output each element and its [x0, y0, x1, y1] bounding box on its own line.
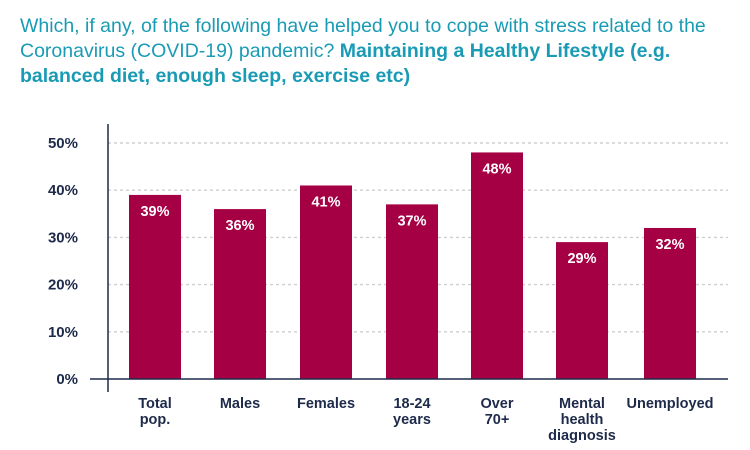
x-tick-label: Males	[220, 396, 260, 412]
y-tick-label: 20%	[48, 277, 78, 294]
bar	[214, 209, 266, 379]
data-label: 48%	[482, 161, 511, 177]
data-label: 29%	[567, 251, 596, 267]
x-tick-label: 18-24 years	[393, 396, 431, 428]
data-label: 36%	[225, 218, 254, 234]
x-tick-label: Over 70+	[480, 396, 513, 428]
data-label: 41%	[311, 194, 340, 210]
x-tick-label: Mental health diagnosis	[548, 396, 616, 444]
y-tick-label: 0%	[56, 371, 78, 388]
bar	[644, 227, 696, 379]
y-tick-label: 50%	[48, 135, 78, 152]
x-tick-label: Unemployed	[626, 396, 713, 412]
bar	[129, 194, 181, 379]
bar	[300, 185, 352, 379]
data-label: 37%	[397, 213, 426, 229]
bar	[386, 204, 438, 379]
x-tick-label: Females	[297, 396, 355, 412]
title-subtitle: Maintaining a Healthy Lifestyle (e.g. ba…	[20, 40, 671, 87]
y-tick-label: 40%	[48, 182, 78, 199]
chart-title: Which, if any, of the following have hel…	[20, 14, 730, 89]
bar	[556, 242, 608, 379]
x-tick-label: Total pop.	[138, 396, 172, 428]
data-label: 39%	[140, 204, 169, 220]
y-tick-label: 10%	[48, 324, 78, 341]
title-question: Which, if any, of the following have hel…	[20, 15, 706, 62]
bar	[471, 152, 523, 379]
data-label: 32%	[655, 237, 684, 253]
y-tick-label: 30%	[48, 229, 78, 246]
